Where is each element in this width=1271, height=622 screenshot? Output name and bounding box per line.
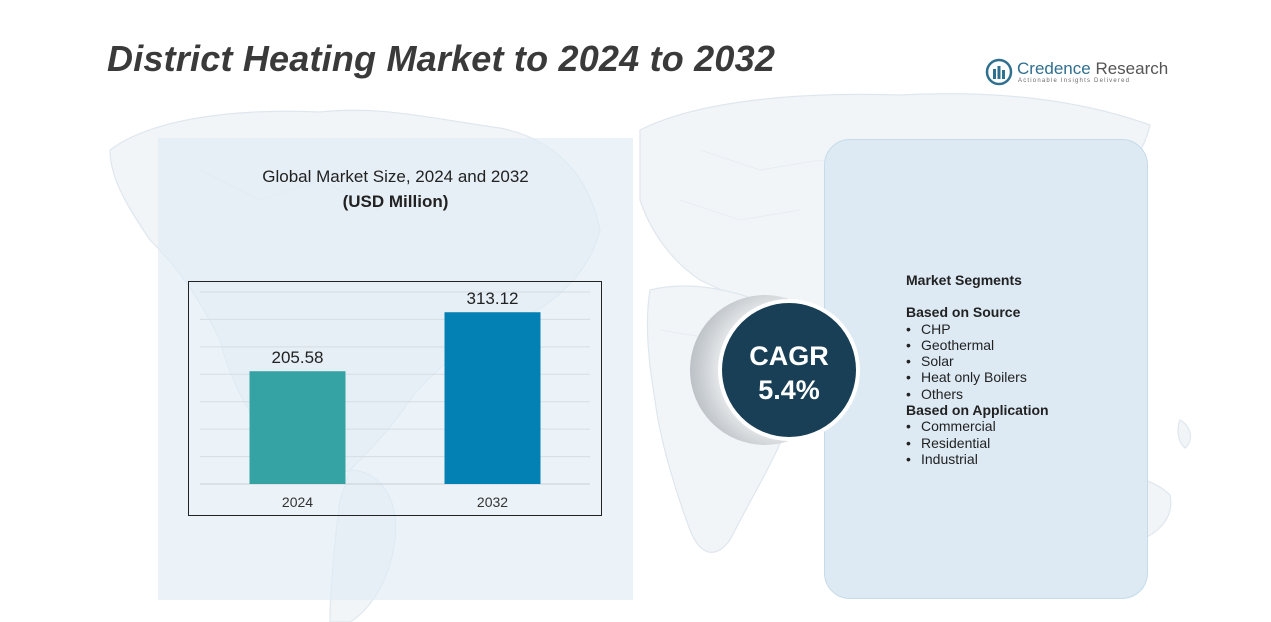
bullet: • — [906, 434, 911, 451]
cagr-badge: CAGR 5.4% — [718, 299, 860, 441]
logo-name-part1: Credence — [1017, 59, 1091, 78]
market-segments: Market Segments Based on Source • CHP • Ge… — [906, 272, 1049, 467]
x-tick-label: 2024 — [282, 494, 313, 510]
bullet: • — [906, 369, 911, 386]
segment-group-title-source: Based on Source — [906, 304, 1021, 321]
x-tick-label: 2032 — [477, 494, 508, 510]
application-list: • Commercial • Residential • Industrial — [906, 418, 1049, 467]
chart-panel — [158, 138, 633, 600]
data-label: 313.12 — [467, 289, 519, 308]
bar — [249, 371, 346, 484]
logo-tagline: Actionable Insights Delivered — [1018, 78, 1131, 84]
list-item: • Commercial — [906, 418, 1049, 434]
bar-chart: 205.58 2024 313.12 2032 — [200, 289, 590, 510]
chart-title: Global Market Size, 2024 and 2032 — [262, 167, 529, 186]
list-item: • Others — [906, 386, 1049, 402]
bullet: • — [906, 418, 911, 435]
list-item: • Industrial — [906, 451, 1049, 467]
segment-item-label: Industrial — [921, 450, 978, 467]
segment-item-label: Heat only Boilers — [921, 369, 1027, 386]
credence-research-logo: Credence Research Actionable Insights De… — [985, 57, 1175, 89]
segment-item-label: Solar — [921, 353, 954, 370]
bullet: • — [906, 450, 911, 467]
list-item: • CHP — [906, 321, 1049, 337]
bullet: • — [906, 353, 911, 370]
list-item: • Residential — [906, 435, 1049, 451]
segment-group-title-application: Based on Application — [906, 402, 1049, 419]
list-item: • Solar — [906, 353, 1049, 369]
list-item: • Geothermal — [906, 337, 1049, 353]
bar — [444, 312, 541, 484]
logo-name: Credence Research — [1017, 59, 1168, 79]
logo-name-part2: Research — [1095, 59, 1169, 78]
chart-subtitle: (USD Million) — [342, 192, 449, 211]
segments-panel — [824, 139, 1148, 599]
segment-item-label: Residential — [921, 434, 991, 451]
cagr-label: CAGR — [749, 341, 829, 371]
segment-item-label: Others — [921, 385, 964, 402]
segment-item-label: CHP — [921, 320, 951, 337]
bar-chart-logo-icon — [985, 58, 1013, 86]
list-item: • Heat only Boilers — [906, 369, 1049, 385]
bullet: • — [906, 336, 911, 353]
segments-heading: Market Segments — [906, 272, 1022, 288]
page-title: District Heating Market to 2024 to 2032 — [107, 38, 776, 79]
bullet: • — [906, 385, 911, 402]
chart-frame — [188, 281, 602, 516]
source-list: • CHP • Geothermal • Solar • Heat only Boile… — [906, 321, 1049, 402]
data-label: 205.58 — [272, 348, 324, 367]
cagr-value: 5.4% — [758, 375, 820, 405]
segment-item-label: Commercial — [921, 418, 996, 435]
bullet: • — [906, 320, 911, 337]
segment-item-label: Geothermal — [921, 336, 995, 353]
